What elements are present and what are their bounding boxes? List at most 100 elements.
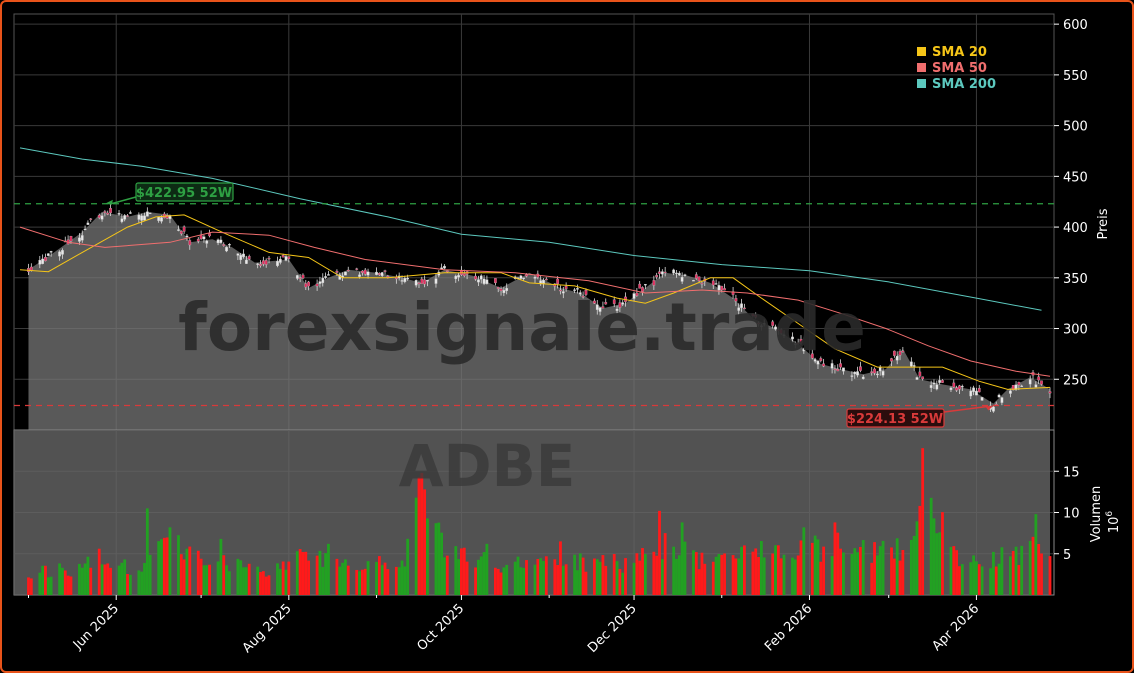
volume-bar [69, 576, 73, 595]
volume-bar [109, 567, 112, 595]
candle-body [1034, 384, 1038, 388]
volume-bar [941, 512, 944, 595]
candle-body [737, 307, 741, 311]
volume-bar [394, 566, 398, 595]
candle-body [278, 258, 282, 263]
legend-label: SMA 200 [932, 77, 996, 92]
volume-bar [29, 578, 33, 595]
x-tick-label: Oct 2025 [414, 601, 467, 654]
volume-bar [414, 497, 418, 595]
candle-body [833, 368, 837, 371]
volume-bar [219, 538, 223, 595]
volume-bar [542, 560, 545, 595]
volume-bar [1028, 540, 1032, 595]
volume-bar [731, 555, 735, 595]
candle-body [123, 215, 127, 220]
candle-body [380, 272, 384, 276]
volume-bar [856, 552, 859, 595]
volume-bar [346, 565, 350, 595]
candle-body [129, 212, 132, 214]
candle-body [890, 358, 893, 362]
candle-body [417, 282, 421, 285]
volume-bar [278, 568, 282, 595]
candle-body [205, 240, 209, 244]
volume-bar [1014, 546, 1018, 595]
candle-body [881, 371, 885, 376]
volume-bar [525, 560, 528, 595]
volume-bar [703, 563, 707, 595]
volume-bar [881, 540, 885, 595]
candle-body [655, 275, 659, 278]
candle-body [822, 363, 825, 367]
candle-body [997, 394, 1001, 398]
candle-body [960, 385, 964, 388]
volume-bar [819, 561, 823, 595]
volume-axis-scale: 106 [1105, 511, 1122, 534]
candle-body [109, 208, 112, 214]
volume-bar [935, 533, 939, 595]
candle-body [544, 278, 548, 281]
volume-bar [802, 527, 806, 595]
candle-body [771, 321, 775, 326]
volume-bar [143, 562, 146, 595]
candle-body [505, 288, 509, 291]
volume-bar [618, 568, 622, 595]
volume-bar [875, 555, 879, 595]
volume-bar [717, 553, 721, 595]
candle-body [955, 387, 958, 391]
legend-swatch [917, 79, 926, 88]
volume-bar [932, 518, 936, 595]
candle-body [952, 382, 956, 388]
candle-body [216, 239, 220, 244]
candle-body [281, 255, 285, 258]
ticker-watermark: ADBE [399, 432, 576, 500]
volume-bar [771, 553, 775, 595]
volume-bar [377, 556, 381, 595]
sma-line-sma-50 [19, 226, 1051, 377]
volume-bar [327, 543, 330, 595]
candle-body [700, 282, 704, 285]
volume-bar [400, 560, 404, 595]
volume-bar [423, 489, 427, 595]
candle-body [672, 269, 676, 274]
candle-body [318, 281, 322, 284]
volume-bar [244, 567, 248, 595]
x-tick-label: Apr 2026 [929, 601, 982, 654]
volume-bar [776, 545, 780, 595]
volume-bar [358, 571, 361, 595]
volume-bar [672, 546, 676, 595]
x-tick-label: Dec 2025 [585, 601, 640, 656]
x-tick-label: Feb 2026 [762, 601, 815, 654]
volume-bar [363, 568, 367, 595]
candle-body [324, 276, 327, 278]
volume-bar [813, 535, 817, 595]
volume-bar [420, 472, 424, 595]
volume-bar [989, 568, 992, 595]
candle-body [298, 277, 302, 279]
candle-body [474, 275, 477, 280]
legend-label: SMA 20 [932, 45, 987, 60]
volume-bar [1008, 556, 1012, 595]
volume-bar [106, 563, 110, 595]
volume-bar [321, 566, 325, 595]
candle-body [977, 388, 981, 393]
volume-bar [972, 555, 975, 595]
candle-body [830, 363, 834, 369]
candle-body [774, 326, 777, 330]
volume-bar [177, 535, 180, 595]
volume-bar [740, 546, 743, 595]
volume-bar [975, 561, 978, 595]
candle-body [199, 235, 203, 239]
volume-bar [208, 564, 211, 595]
volume-bar [366, 561, 370, 595]
candle-body [632, 293, 636, 299]
volume-bar [126, 573, 129, 595]
volume-tick-label: 5 [1063, 548, 1071, 563]
candle-body [595, 304, 599, 310]
candle-body [635, 292, 639, 296]
volume-bar [544, 556, 548, 595]
candle-body [228, 244, 231, 246]
volume-bar [196, 550, 200, 595]
volume-bar [754, 548, 758, 595]
candle-body [935, 384, 939, 390]
